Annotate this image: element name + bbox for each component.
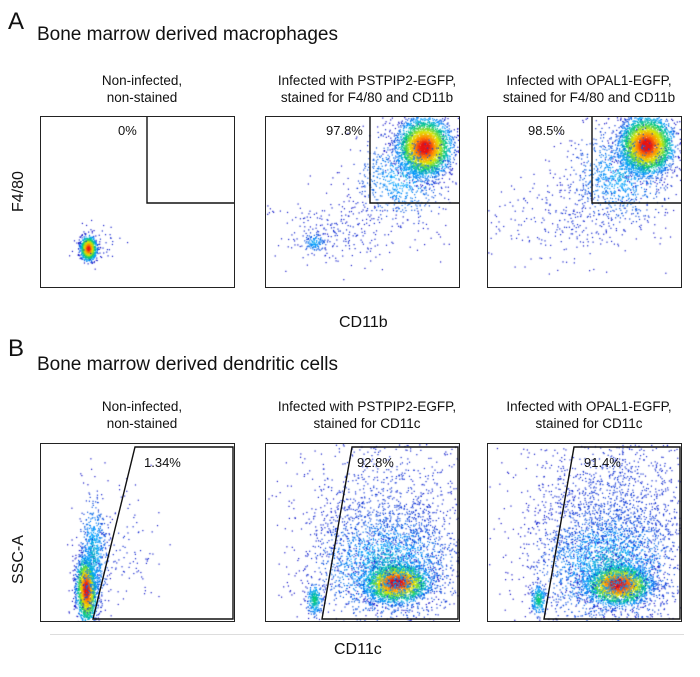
a2-plot: 97.8% bbox=[265, 116, 460, 288]
a1-title-line2: non-stained bbox=[106, 90, 178, 105]
panel-b-letter: B bbox=[8, 335, 25, 362]
a3-gate-pct: 98.5% bbox=[528, 123, 565, 138]
a1-plot: 0% bbox=[40, 116, 235, 288]
a3-title: Infected with OPAL1-EGFP, stained for F4… bbox=[479, 72, 699, 106]
panel-a-title: Bone marrow derived macrophages bbox=[37, 24, 338, 45]
b3-density bbox=[488, 444, 681, 621]
a2-gate-pct: 97.8% bbox=[326, 123, 363, 138]
a1-gate-pct: 0% bbox=[118, 123, 137, 138]
a1-gate bbox=[146, 117, 234, 204]
a3-title-line1: Infected with OPAL1-EGFP, bbox=[506, 73, 672, 88]
b1-gate-pct: 1.34% bbox=[144, 455, 181, 470]
b2-title: Infected with PSTPIP2-EGFP, stained for … bbox=[257, 398, 477, 432]
b-xlabel: CD11c bbox=[334, 641, 382, 658]
b2-plot: 92.8% bbox=[265, 443, 460, 622]
b3-plot: 91.4% bbox=[487, 443, 682, 622]
a1-title: Non-infected, non-stained bbox=[32, 72, 252, 106]
a3-gate bbox=[591, 117, 681, 204]
b3-title-line1: Infected with OPAL1-EGFP, bbox=[506, 399, 672, 414]
a2-title-line1: Infected with PSTPIP2-EGFP, bbox=[277, 73, 457, 88]
b3-title: Infected with OPAL1-EGFP, stained for CD… bbox=[479, 398, 699, 432]
a-ylabel: F4/80 bbox=[10, 171, 27, 212]
a2-gate bbox=[369, 117, 459, 204]
b2-gate-pct: 92.8% bbox=[357, 455, 394, 470]
b3-gate bbox=[543, 446, 681, 620]
b-axis-divider bbox=[50, 634, 684, 635]
panel-b-title: Bone marrow derived dendritic cells bbox=[37, 354, 338, 375]
a1-title-line1: Non-infected, bbox=[101, 73, 183, 88]
a2-title: Infected with PSTPIP2-EGFP, stained for … bbox=[257, 72, 477, 106]
panel-a-letter: A bbox=[8, 8, 25, 35]
b2-title-line2: stained for CD11c bbox=[313, 416, 421, 431]
a3-plot: 98.5% bbox=[487, 116, 682, 288]
b1-title-line2: non-stained bbox=[106, 416, 178, 431]
b1-plot: 1.34% bbox=[40, 443, 235, 622]
b2-title-line1: Infected with PSTPIP2-EGFP, bbox=[277, 399, 457, 414]
b2-gate bbox=[321, 446, 459, 620]
a1-density bbox=[41, 117, 234, 287]
a2-density bbox=[266, 117, 459, 287]
b1-title-line1: Non-infected, bbox=[101, 399, 183, 414]
b1-gate bbox=[92, 446, 234, 620]
b2-density bbox=[266, 444, 459, 621]
a3-title-line2: stained for F4/80 and CD11b bbox=[502, 90, 676, 105]
b1-title: Non-infected, non-stained bbox=[32, 398, 252, 432]
b1-density bbox=[41, 444, 234, 621]
a3-density bbox=[488, 117, 681, 287]
a-xlabel: CD11b bbox=[339, 314, 388, 331]
b3-title-line2: stained for CD11c bbox=[535, 416, 643, 431]
b-ylabel: SSC-A bbox=[10, 535, 27, 584]
b3-gate-pct: 91.4% bbox=[584, 455, 621, 470]
a2-title-line2: stained for F4/80 and CD11b bbox=[280, 90, 454, 105]
